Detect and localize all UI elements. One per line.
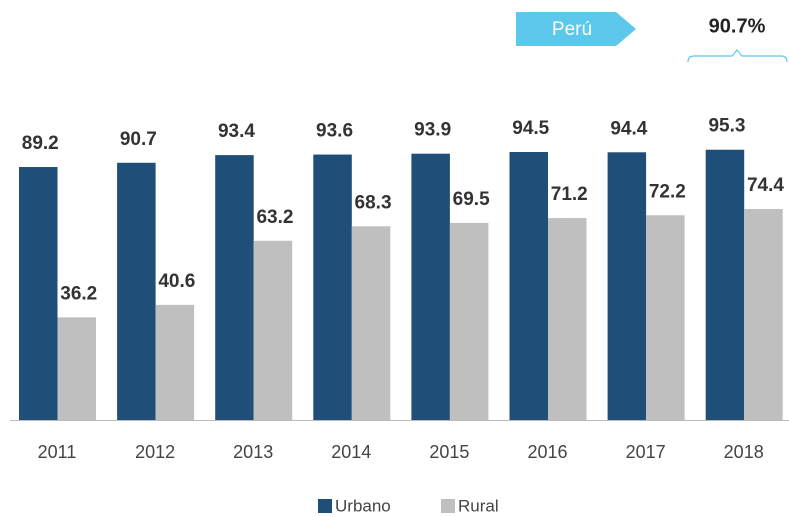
- value-label: 40.6: [158, 271, 195, 292]
- bar: [744, 209, 783, 420]
- value-label: 89.2: [22, 133, 59, 154]
- x-tick-label: 2012: [135, 442, 175, 462]
- bar: [607, 152, 647, 420]
- annotation-bracket: [687, 49, 788, 63]
- annotation-label: Perú: [552, 19, 592, 40]
- legend-label: Rural: [458, 496, 499, 515]
- value-label: 72.2: [649, 181, 686, 202]
- bar: [215, 155, 254, 420]
- value-label: 74.4: [747, 175, 784, 196]
- bar: [253, 240, 293, 420]
- x-tick-label: 2015: [429, 442, 469, 462]
- bar: [705, 149, 745, 421]
- value-label: 36.2: [60, 283, 97, 304]
- annotation-text: 90.7%: [709, 15, 766, 37]
- bar: [509, 151, 548, 421]
- value-label: 94.4: [610, 118, 647, 139]
- bar: [57, 317, 96, 420]
- value-label: 95.3: [708, 116, 745, 137]
- value-label: 93.6: [316, 121, 353, 142]
- bar: [117, 162, 156, 421]
- x-tick-label: 2011: [38, 442, 77, 462]
- bar: [313, 154, 352, 420]
- value-label: 71.2: [551, 184, 588, 205]
- bar: [548, 218, 587, 420]
- value-label: 94.5: [512, 118, 549, 139]
- legend-swatch: [318, 499, 332, 513]
- x-tick-label: 2016: [527, 442, 567, 462]
- value-label: 69.5: [453, 189, 490, 210]
- bar: [646, 215, 685, 420]
- value-label: 68.3: [355, 192, 392, 213]
- bar: [449, 222, 489, 420]
- annotation-arrow: [516, 12, 636, 46]
- value-label: 93.9: [414, 120, 451, 141]
- x-tick-label: 2014: [331, 442, 371, 462]
- x-tick-label: 2013: [233, 442, 273, 462]
- legend-swatch: [441, 499, 455, 513]
- bar: [19, 167, 58, 420]
- bar: [155, 304, 195, 420]
- bar: [351, 226, 391, 420]
- value-label: 93.4: [218, 121, 255, 142]
- bar: [411, 153, 450, 421]
- x-tick-label: 2018: [724, 442, 764, 462]
- value-label: 63.2: [256, 207, 293, 228]
- x-tick-label: 2017: [626, 442, 666, 462]
- value-label: 90.7: [120, 129, 157, 150]
- legend-label: Urbano: [335, 496, 391, 515]
